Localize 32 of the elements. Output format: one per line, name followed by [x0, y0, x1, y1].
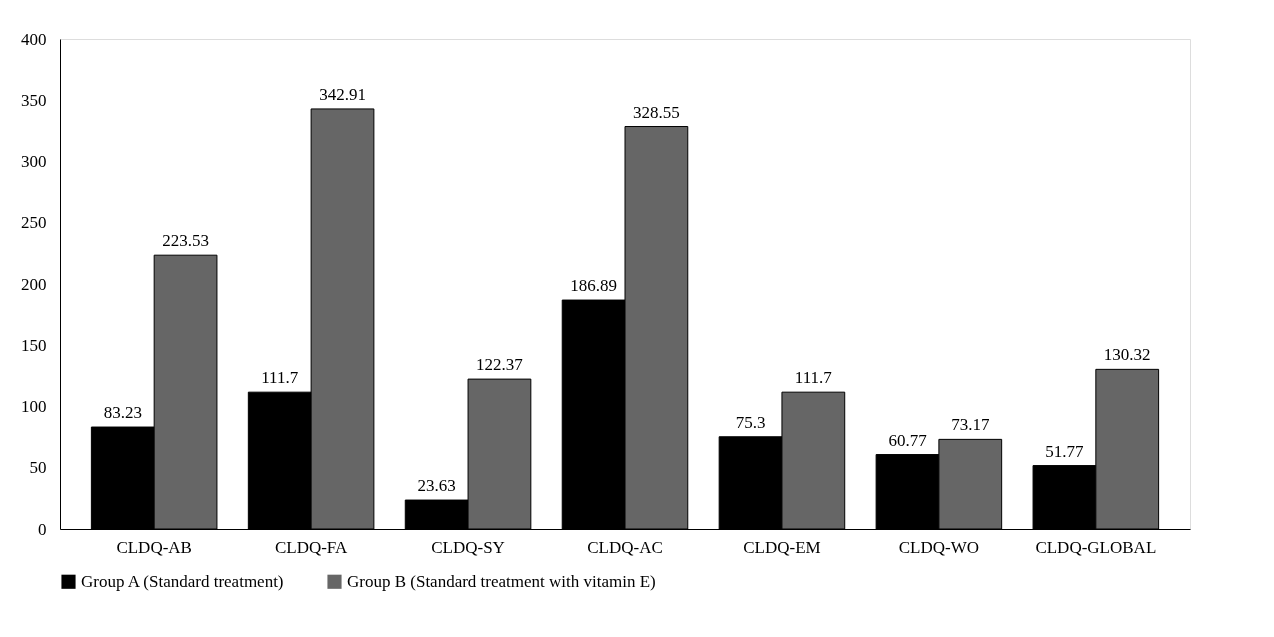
y-tick-label: 150 — [21, 335, 47, 355]
data-label: 23.63 — [417, 476, 456, 496]
y-tick-label: 250 — [21, 213, 47, 233]
x-tick-label: CLDQ-FA — [274, 537, 349, 557]
x-tick-label: CLDQ-AB — [116, 537, 192, 557]
data-label: 51.77 — [1045, 441, 1085, 461]
x-tick-label: CLDQ-SY — [431, 537, 505, 557]
x-tick-label: CLDQ-EM — [743, 537, 821, 557]
y-tick-label: 200 — [21, 274, 47, 294]
data-label: 186.89 — [570, 276, 617, 296]
data-label: 73.17 — [951, 415, 990, 435]
y-tick-label: 400 — [21, 29, 47, 49]
y-tick-label: 350 — [21, 90, 47, 110]
data-label: 111.7 — [261, 368, 299, 388]
data-label: 122.37 — [476, 355, 524, 375]
data-label: 60.77 — [888, 430, 928, 450]
data-label: 342.91 — [319, 84, 366, 104]
x-tick-label: CLDQ-AC — [587, 537, 663, 557]
x-tick-label: CLDQ-GLOBAL — [1035, 537, 1157, 557]
data-label: 223.53 — [162, 231, 209, 251]
y-tick-label: 50 — [29, 458, 47, 478]
y-tick-label: 0 — [38, 519, 47, 539]
data-label: 75.3 — [735, 412, 766, 432]
data-label: 328.55 — [633, 102, 680, 122]
y-tick-label: 100 — [21, 397, 47, 416]
data-label: 111.7 — [794, 368, 833, 388]
legend-label: Group B (Standard treatment with vitamin E) — [347, 571, 656, 591]
data-label: 83.23 — [103, 403, 142, 423]
data-label: 130.32 — [1103, 345, 1151, 365]
y-tick-label: 300 — [21, 152, 47, 171]
legend-label: Group A (Standard treatment) — [81, 571, 284, 591]
x-tick-label: CLDQ-WO — [898, 537, 980, 557]
